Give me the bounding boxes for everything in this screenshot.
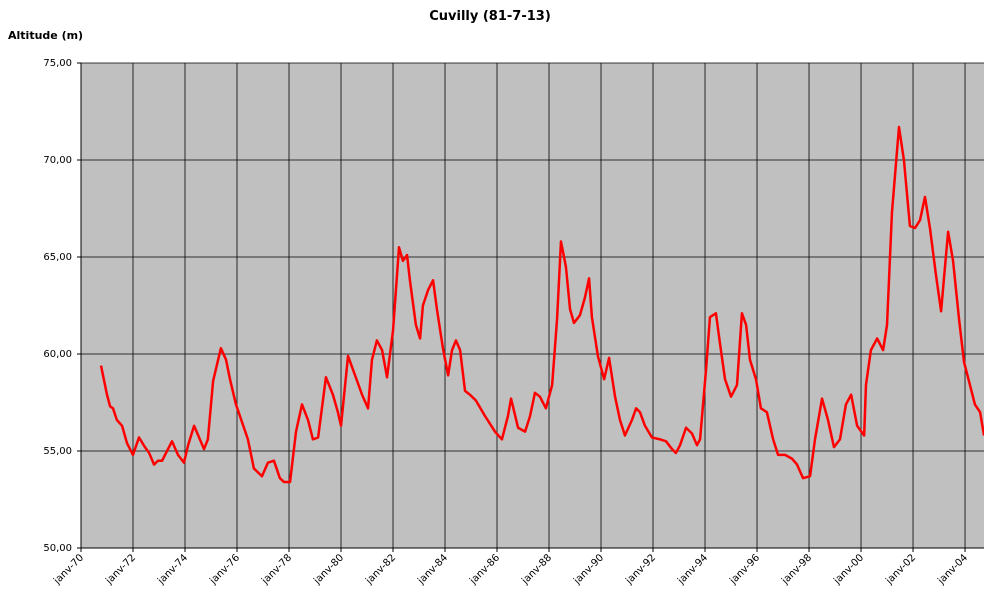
x-tick-label: janv-04 xyxy=(935,552,970,587)
y-tick-label: 75,00 xyxy=(43,58,72,69)
x-tick-label: janv-76 xyxy=(207,552,242,587)
x-tick-label: janv-88 xyxy=(519,552,554,587)
x-tick-label: janv-02 xyxy=(883,552,918,587)
y-tick-label: 65,00 xyxy=(43,252,72,263)
x-tick-label: janv-00 xyxy=(831,552,866,587)
chart-title: Cuvilly (81-7-13) xyxy=(429,9,551,24)
x-tick-label: janv-82 xyxy=(363,552,398,587)
x-tick-label: janv-92 xyxy=(623,552,658,587)
y-tick-label: 50,00 xyxy=(43,543,72,554)
x-tick-label: janv-86 xyxy=(467,552,502,587)
y-tick-label: 55,00 xyxy=(43,446,72,457)
x-tick-label: janv-78 xyxy=(259,552,294,587)
x-tick-label: janv-84 xyxy=(415,552,450,587)
x-tick-label: janv-98 xyxy=(779,552,814,587)
plot-area xyxy=(81,63,984,548)
x-tick-label: janv-72 xyxy=(103,552,138,587)
x-tick-label: janv-94 xyxy=(675,552,710,587)
x-tick-label: janv-70 xyxy=(51,552,86,587)
x-tick-label: janv-74 xyxy=(155,552,190,587)
y-tick-label: 70,00 xyxy=(43,155,72,166)
y-axis-label: Altitude (m) xyxy=(8,29,83,42)
data-line xyxy=(99,125,984,484)
x-tick-label: janv-90 xyxy=(571,552,606,587)
y-tick-label: 60,00 xyxy=(43,349,72,360)
x-tick-label: janv-96 xyxy=(727,552,762,587)
x-tick-label: janv-80 xyxy=(311,552,346,587)
